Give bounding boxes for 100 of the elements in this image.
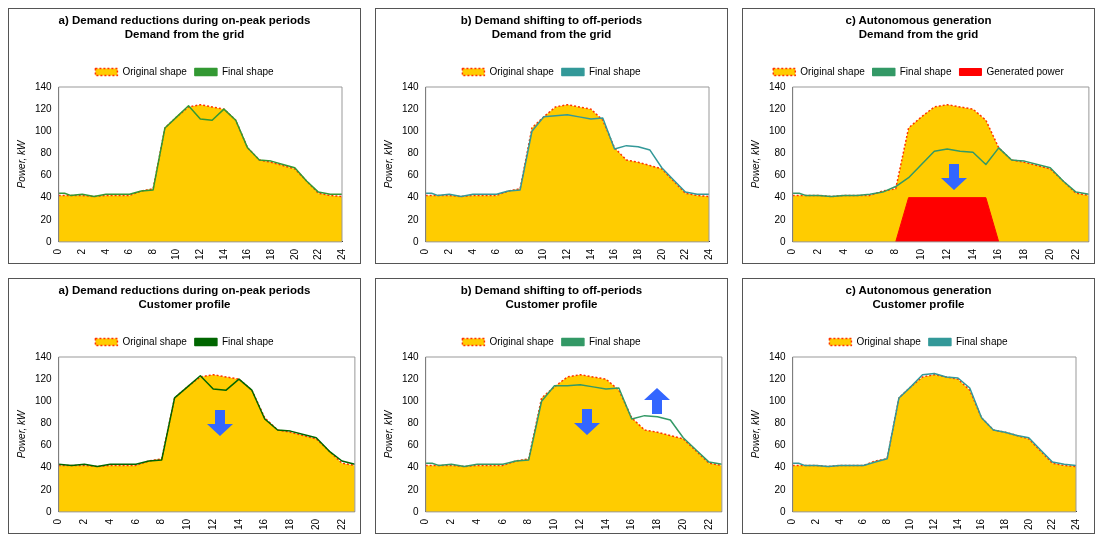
y-tick-label: 0 — [780, 505, 787, 517]
y-axis-title: Power, kW — [749, 138, 761, 189]
chart-subtitle: Demand from the grid — [123, 27, 246, 41]
y-axis-title: Power, kW — [15, 138, 27, 189]
y-tick-label: 40 — [774, 191, 787, 203]
legend-label: Original shape — [122, 65, 188, 77]
x-tick-label: 8 — [155, 518, 167, 525]
x-tick-label: 18 — [284, 518, 296, 530]
x-tick-label: 6 — [129, 518, 141, 525]
y-tick-label: 0 — [413, 235, 420, 247]
x-tick-label: 20 — [288, 248, 300, 260]
x-tick-label: 14 — [584, 248, 596, 260]
x-tick-label: 6 — [857, 518, 869, 525]
legend-label: Original shape — [489, 65, 555, 77]
x-tick-label: 16 — [992, 248, 1004, 260]
x-tick-label: 10 — [904, 518, 916, 530]
x-tick-label: 18 — [631, 248, 643, 260]
legend-label: Original shape — [122, 335, 188, 347]
x-tick-label: 2 — [810, 518, 822, 525]
y-tick-label: 120 — [769, 102, 787, 114]
y-tick-label: 60 — [40, 169, 53, 181]
x-tick-label: 4 — [99, 248, 111, 255]
chart-title: a) Demand reductions during on-peak periods — [57, 283, 312, 297]
x-tick-label: 2 — [812, 248, 824, 255]
y-tick-label: 140 — [402, 80, 420, 92]
chart-subtitle: Customer profile — [137, 297, 232, 311]
x-tick-label: 8 — [146, 248, 158, 255]
x-tick-label: 16 — [625, 518, 637, 530]
x-tick-label: 2 — [78, 518, 90, 525]
y-tick-label: 80 — [774, 417, 787, 429]
x-tick-label: 20 — [1043, 248, 1055, 260]
y-tick-label: 40 — [407, 461, 420, 473]
x-tick-label: 8 — [880, 518, 892, 525]
x-tick-label: 18 — [651, 518, 663, 530]
x-tick-label: 4 — [833, 518, 845, 525]
chart-title: a) Demand reductions during on-peak periods — [57, 13, 312, 27]
x-tick-label: 12 — [561, 248, 573, 260]
x-tick-label: 16 — [258, 518, 270, 530]
x-tick-label: 22 — [312, 248, 324, 260]
legend-label: Original shape — [856, 335, 922, 347]
y-tick-label: 20 — [407, 483, 420, 495]
chart-subtitle: Customer profile — [871, 297, 966, 311]
x-tick-label: 18 — [1018, 248, 1030, 260]
x-tick-label: 10 — [915, 248, 927, 260]
x-tick-label: 6 — [123, 248, 135, 255]
y-tick-label: 20 — [40, 483, 53, 495]
x-tick-label: 22 — [679, 248, 691, 260]
y-tick-label: 120 — [35, 102, 53, 114]
y-tick-label: 80 — [774, 147, 787, 159]
y-tick-label: 20 — [407, 213, 420, 225]
y-axis-title: Power, kW — [382, 408, 394, 459]
x-tick-label: 6 — [496, 518, 508, 525]
x-tick-label: 6 — [490, 248, 502, 255]
y-tick-label: 0 — [46, 235, 53, 247]
x-tick-label: 12 — [206, 518, 218, 530]
y-tick-label: 140 — [35, 350, 53, 362]
x-tick-label: 16 — [241, 248, 253, 260]
y-tick-label: 40 — [40, 191, 53, 203]
y-tick-label: 100 — [402, 395, 420, 406]
x-tick-label: 4 — [103, 518, 115, 525]
y-tick-label: 20 — [40, 213, 53, 225]
y-tick-label: 120 — [402, 372, 420, 384]
y-tick-label: 120 — [769, 372, 787, 384]
y-tick-label: 40 — [774, 461, 787, 473]
x-tick-label: 4 — [470, 518, 482, 525]
legend-label: Final shape — [221, 335, 275, 347]
legend-label: Final shape — [955, 335, 1009, 347]
legend-label: Original shape — [489, 335, 555, 347]
x-tick-label: 14 — [966, 248, 978, 260]
y-tick-label: 120 — [35, 372, 53, 384]
x-tick-label: 2 — [445, 518, 457, 525]
legend-label: Final shape — [588, 335, 642, 347]
y-tick-label: 40 — [40, 461, 53, 473]
chart-title: c) Autonomous generation — [844, 13, 993, 27]
y-tick-label: 60 — [407, 439, 420, 451]
y-tick-label: 140 — [402, 350, 420, 362]
y-tick-label: 40 — [407, 191, 420, 203]
x-tick-label: 24 — [335, 248, 347, 260]
legend-label: Final shape — [221, 65, 275, 77]
x-tick-label: 24 — [1069, 518, 1081, 530]
y-axis-title: Power, kW — [749, 408, 761, 459]
y-tick-label: 100 — [402, 125, 420, 136]
x-tick-label: 8 — [522, 518, 534, 525]
y-tick-label: 0 — [46, 505, 53, 517]
x-tick-label: 20 — [655, 248, 667, 260]
x-tick-label: 18 — [264, 248, 276, 260]
x-tick-label: 22 — [1046, 518, 1058, 530]
x-tick-label: 14 — [217, 248, 229, 260]
x-tick-label: 4 — [837, 248, 849, 255]
y-tick-label: 0 — [780, 235, 787, 247]
legend-label: Final shape — [588, 65, 642, 77]
chart-subtitle: Demand from the grid — [490, 27, 613, 41]
y-tick-label: 60 — [407, 169, 420, 181]
x-tick-label: 8 — [513, 248, 525, 255]
x-tick-label: 12 — [940, 248, 952, 260]
x-tick-label: 20 — [676, 518, 688, 530]
y-axis-title: Power, kW — [382, 138, 394, 189]
y-tick-label: 60 — [774, 439, 787, 451]
y-tick-label: 140 — [769, 80, 787, 92]
legend-label: Original shape — [800, 65, 866, 77]
